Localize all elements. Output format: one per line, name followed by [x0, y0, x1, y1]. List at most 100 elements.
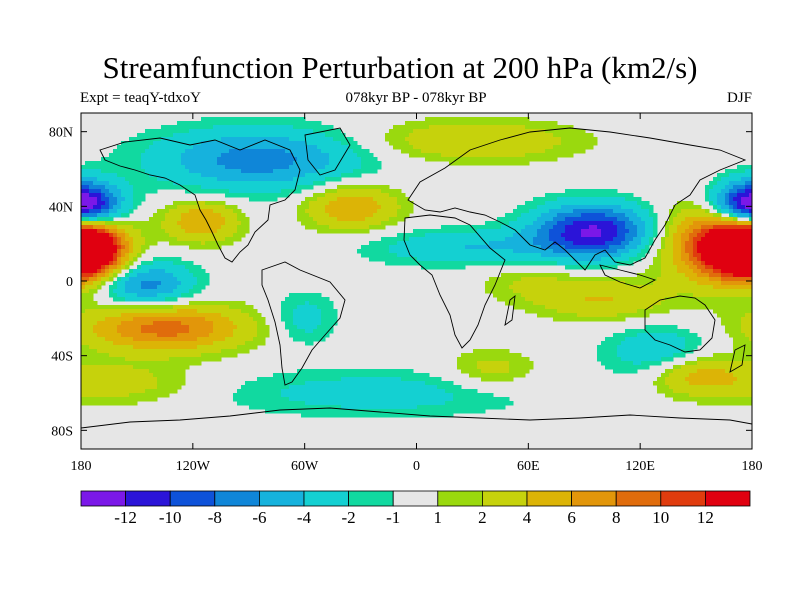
field-cell — [653, 285, 658, 290]
field-cell — [293, 161, 298, 166]
field-cell — [177, 205, 182, 210]
field-cell — [173, 173, 178, 178]
field-cell — [217, 205, 222, 210]
field-cell — [137, 133, 142, 138]
field-cell — [189, 145, 194, 150]
field-cell — [633, 297, 638, 302]
field-cell — [201, 157, 206, 162]
field-cell — [237, 209, 242, 214]
field-cell — [185, 153, 190, 158]
field-cell — [557, 309, 562, 314]
field-cell — [329, 157, 334, 162]
field-cell — [589, 289, 594, 294]
field-cell — [285, 125, 290, 130]
field-cell — [105, 273, 110, 278]
field-cell — [577, 221, 582, 226]
field-cell — [193, 289, 198, 294]
field-cell — [389, 209, 394, 214]
field-cell — [165, 217, 170, 222]
field-cell — [557, 241, 562, 246]
field-cell — [425, 149, 430, 154]
field-cell — [693, 225, 698, 230]
field-cell — [401, 233, 406, 238]
field-cell — [585, 261, 590, 266]
field-cell — [737, 309, 742, 314]
field-cell — [421, 249, 426, 254]
field-cell — [241, 313, 246, 318]
field-cell — [145, 245, 150, 250]
field-cell — [329, 161, 334, 166]
field-cell — [533, 257, 538, 262]
field-cell — [453, 129, 458, 134]
field-cell — [665, 305, 670, 310]
field-cell — [189, 313, 194, 318]
field-cell — [105, 217, 110, 222]
field-cell — [273, 117, 278, 122]
field-cell — [317, 121, 322, 126]
field-cell — [525, 161, 530, 166]
field-cell — [437, 253, 442, 258]
field-cell — [553, 197, 558, 202]
field-cell — [629, 301, 634, 306]
field-cell — [105, 257, 110, 262]
field-cell — [229, 213, 234, 218]
field-cell — [117, 249, 122, 254]
field-cell — [545, 145, 550, 150]
field-cell — [297, 313, 302, 318]
field-cell — [669, 297, 674, 302]
field-cell — [125, 229, 130, 234]
field-cell — [81, 261, 86, 266]
field-cell — [309, 133, 314, 138]
field-cell — [537, 121, 542, 126]
field-cell — [145, 237, 150, 242]
field-cell — [169, 137, 174, 142]
field-cell — [593, 293, 598, 298]
field-cell — [641, 273, 646, 278]
field-cell — [529, 129, 534, 134]
field-cell — [481, 153, 486, 158]
field-cell — [549, 133, 554, 138]
field-cell — [517, 225, 522, 230]
field-cell — [509, 213, 514, 218]
field-cell — [313, 221, 318, 226]
field-cell — [153, 237, 158, 242]
field-cell — [373, 189, 378, 194]
field-cell — [749, 225, 752, 230]
field-cell — [461, 161, 466, 166]
field-cell — [281, 173, 286, 178]
field-cell — [225, 149, 230, 154]
field-cell — [645, 273, 650, 278]
field-cell — [721, 189, 726, 194]
field-cell — [745, 249, 750, 254]
field-cell — [609, 193, 614, 198]
field-cell — [249, 309, 254, 314]
field-cell — [369, 213, 374, 218]
field-cell — [373, 253, 378, 258]
field-cell — [381, 237, 386, 242]
field-cell — [125, 197, 130, 202]
field-cell — [561, 233, 566, 238]
field-cell — [453, 121, 458, 126]
field-cell — [513, 161, 518, 166]
field-cell — [293, 165, 298, 170]
field-cell — [473, 241, 478, 246]
field-cell — [357, 189, 362, 194]
field-cell — [489, 221, 494, 226]
field-cell — [617, 253, 622, 258]
field-cell — [301, 117, 306, 122]
field-cell — [477, 237, 482, 242]
field-cell — [465, 157, 470, 162]
field-cell — [297, 145, 302, 150]
field-cell — [633, 253, 638, 258]
field-cell — [549, 305, 554, 310]
field-cell — [117, 177, 122, 182]
field-cell — [529, 121, 534, 126]
field-cell — [569, 297, 574, 302]
field-cell — [181, 237, 186, 242]
field-cell — [549, 149, 554, 154]
field-cell — [441, 229, 446, 234]
field-cell — [89, 197, 94, 202]
field-cell — [481, 157, 486, 162]
field-cell — [545, 237, 550, 242]
field-cell — [513, 149, 518, 154]
